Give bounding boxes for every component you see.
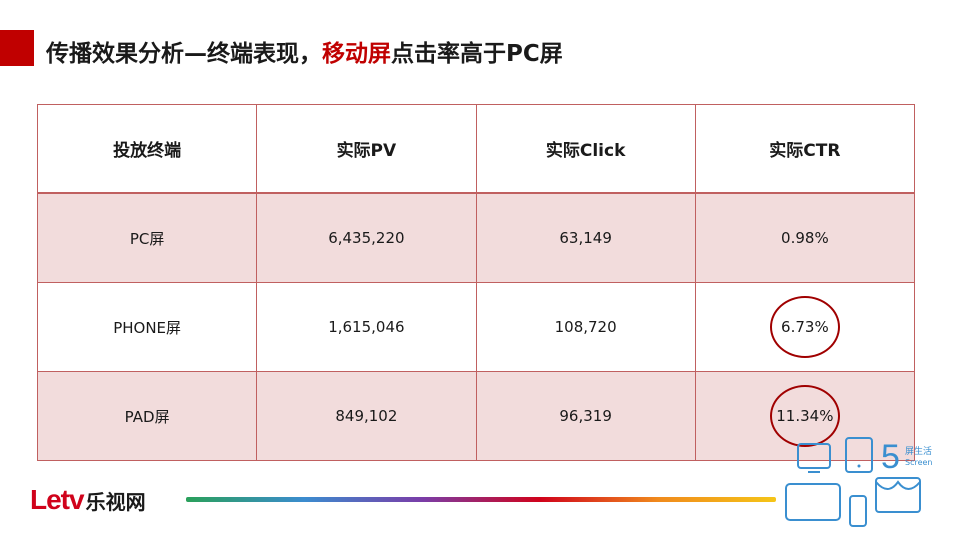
table-row: PAD屏 849,102 96,319 11.34%: [36, 371, 916, 461]
header-click: 实际Click: [475, 104, 696, 194]
cell-click: 96,319: [475, 371, 696, 461]
letv-logo: Letv 乐视网: [30, 484, 146, 516]
header-ctr: 实际CTR: [694, 104, 916, 194]
theater-curtain-icon: [875, 480, 921, 490]
table-header-row: 投放终端 实际PV 实际Click 实际CTR: [36, 104, 916, 194]
title-prefix: 传播效果分析—终端表现，: [46, 41, 322, 67]
logo-latin: Letv: [30, 484, 85, 515]
cell-terminal: PHONE屏: [36, 282, 258, 372]
five-screen-graphic: 5 屏生活 Screen: [785, 437, 933, 527]
footer-gradient-line: [186, 497, 776, 502]
cell-pv: 1,615,046: [256, 282, 477, 372]
title-highlight: 移动屏: [322, 41, 391, 67]
table-row: PC屏 6,435,220 63,149 0.98%: [36, 192, 916, 283]
badge-chinese: 屏生活: [905, 445, 932, 457]
cell-pv: 849,102: [256, 371, 477, 461]
cell-ctr: 0.98%: [694, 192, 916, 283]
cell-click: 63,149: [475, 192, 696, 283]
theater-icon: [875, 477, 921, 513]
highlight-circle: [769, 385, 840, 447]
phone-icon: [849, 495, 867, 527]
tablet-icon: [845, 437, 873, 473]
table-row: PHONE屏 1,615,046 108,720 6.73%: [36, 282, 916, 372]
title-accent-bar: [0, 30, 34, 66]
cell-pv: 6,435,220: [256, 192, 477, 283]
cell-terminal: PC屏: [36, 192, 258, 283]
header-terminal: 投放终端: [36, 104, 258, 194]
cell-click: 108,720: [475, 282, 696, 372]
slide-title: 传播效果分析—终端表现，移动屏点击率高于PC屏: [46, 34, 563, 68]
header-pv: 实际PV: [256, 104, 477, 194]
title-suffix: 点击率高于PC屏: [391, 41, 563, 67]
monitor-icon: [785, 483, 841, 521]
highlight-circle: [769, 296, 840, 358]
tablet-button-icon: [857, 464, 861, 468]
tv-icon: [797, 443, 831, 469]
logo-chinese: 乐视网: [85, 490, 146, 514]
badge-english: Screen: [905, 458, 933, 467]
ctr-circled-value: 6.73%: [769, 296, 840, 358]
ctr-circled-value: 11.34%: [769, 385, 840, 447]
cell-terminal: PAD屏: [36, 371, 258, 461]
terminal-performance-table: 投放终端 实际PV 实际Click 实际CTR PC屏 6,435,220 63…: [36, 104, 916, 461]
badge-number: 5: [881, 438, 900, 476]
cell-ctr-highlighted: 6.73%: [694, 282, 916, 372]
cell-ctr-highlighted: 11.34%: [694, 371, 916, 461]
